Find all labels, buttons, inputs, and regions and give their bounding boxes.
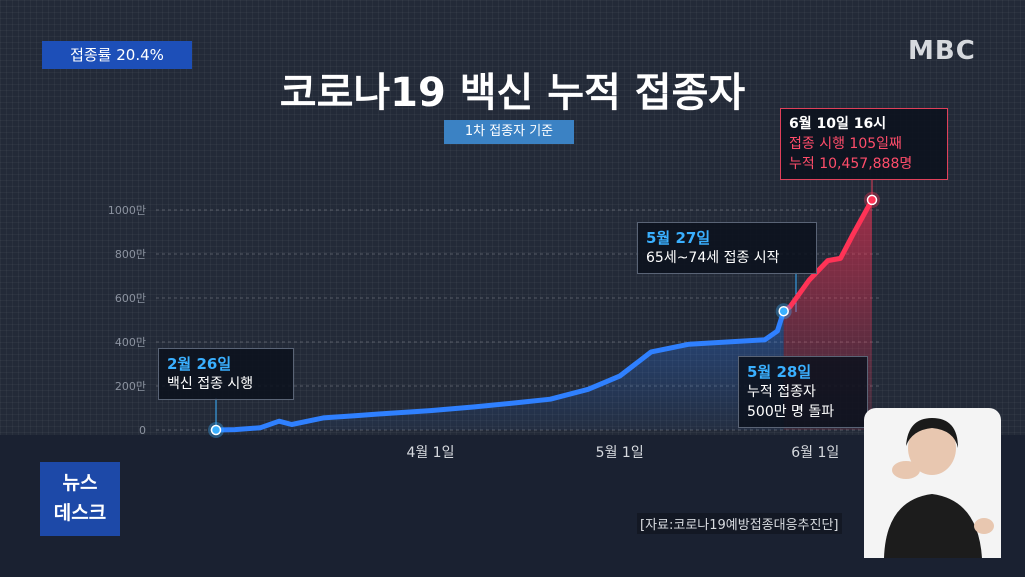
annotation-latest-text2: 누적 10,457,888명 <box>789 156 913 172</box>
annotation-latest-text1: 접종 시행 105일째 <box>789 136 902 152</box>
source-credit: [자료:코로나19예방접종대응추진단] <box>637 513 842 534</box>
annotation-five-million-text2: 500만 명 돌파 <box>747 404 835 420</box>
y-tick-label-2: 400만 <box>115 336 146 349</box>
annotation-five-million-text1: 누적 접종자 <box>747 384 816 400</box>
series-line-0 <box>213 308 787 433</box>
y-tick-label-4: 800만 <box>115 248 146 261</box>
y-tick-label-0: 0 <box>139 424 146 437</box>
marker-start <box>210 424 222 436</box>
annotation-start-date: 2월 26일 <box>167 355 232 373</box>
series-line-1 <box>781 197 875 314</box>
y-tick-label-5: 1000만 <box>108 204 146 217</box>
chart-subtitle: 1차 접종자 기준 <box>444 120 574 144</box>
vaccination-rate-badge: 접종률 20.4% <box>42 41 192 69</box>
annotation-age65-date: 5월 27일 <box>646 229 711 247</box>
chart-title: 코로나19 백신 누적 접종자 <box>279 70 746 116</box>
marker-latest <box>866 194 878 206</box>
x-tick-label-1: 5월 1일 <box>596 445 644 461</box>
annotation-start-text: 백신 접종 시행 <box>167 376 254 392</box>
annotation-age65-text: 65세~74세 접종 시작 <box>646 250 780 266</box>
news-desk-logo: 뉴스 데스크 <box>40 462 120 536</box>
annotation-five-million-date: 5월 28일 <box>747 363 812 381</box>
interpreter-illustration <box>884 418 994 558</box>
news-desk-logo-line1: 뉴스 <box>62 472 98 494</box>
y-tick-label-1: 200만 <box>115 380 146 393</box>
marker-five-million <box>778 305 789 317</box>
x-tick-label-0: 4월 1일 <box>406 445 454 461</box>
x-tick-label-2: 6월 1일 <box>791 445 839 461</box>
annotation-latest-date: 6월 10일 16시 <box>789 116 887 132</box>
sign-language-interpreter <box>864 408 1001 558</box>
series-area-0 <box>216 311 784 430</box>
annotation-age65: 5월 27일 65세~74세 접종 시작 <box>637 222 817 274</box>
news-desk-logo-line2: 데스크 <box>53 502 107 524</box>
y-tick-label-3: 600만 <box>115 292 146 305</box>
annotation-five-million: 5월 28일 누적 접종자 500만 명 돌파 <box>738 356 868 428</box>
annotation-start: 2월 26일 백신 접종 시행 <box>158 348 294 400</box>
mbc-logo: MBC <box>908 36 976 66</box>
bottom-band <box>0 435 1025 577</box>
annotation-latest: 6월 10일 16시 접종 시행 105일째 누적 10,457,888명 <box>780 108 948 180</box>
